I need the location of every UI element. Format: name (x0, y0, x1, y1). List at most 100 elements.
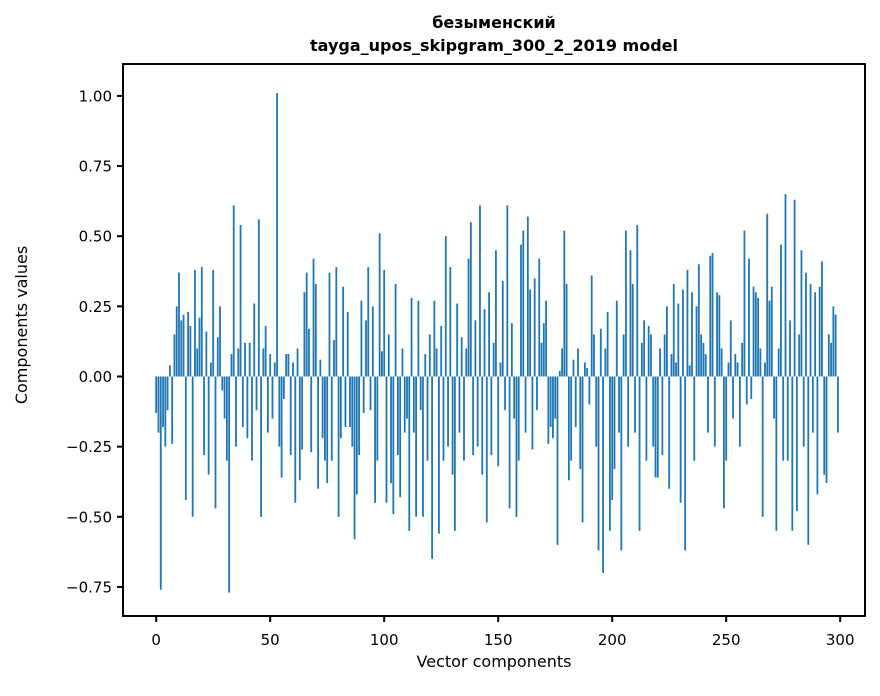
bar (677, 303, 680, 377)
bar (394, 283, 397, 377)
bar (745, 376, 748, 405)
bar (164, 376, 167, 447)
bar (358, 376, 361, 456)
bar (679, 376, 682, 503)
bar (276, 93, 278, 377)
bar (260, 376, 262, 517)
bar (214, 376, 217, 509)
bar (727, 362, 730, 377)
bar (583, 362, 586, 377)
bar (581, 376, 584, 523)
bar (310, 376, 313, 453)
bar (681, 289, 684, 377)
bar (764, 362, 766, 377)
bar (285, 354, 288, 377)
bar (314, 283, 317, 377)
bar (659, 348, 661, 377)
bar (342, 286, 345, 377)
y-axis-ticks: 1.00 0.75 0.50 0.25 0.00 −0.25 −0.50 −0.75 (66, 87, 122, 597)
bar (504, 376, 506, 411)
y-tick-label: 0.00 (79, 368, 112, 386)
bar (729, 320, 732, 377)
bar (825, 376, 828, 484)
bar (750, 376, 753, 399)
bar (317, 376, 319, 489)
bar (602, 376, 604, 573)
bar (244, 342, 247, 377)
bar (180, 320, 183, 377)
bar (492, 342, 495, 377)
bar (620, 376, 623, 551)
bar (798, 334, 801, 377)
bar (588, 376, 591, 405)
bar (757, 297, 760, 377)
bar (346, 311, 349, 377)
bar (485, 376, 488, 523)
bar (832, 306, 835, 377)
bar (631, 283, 634, 377)
bar (586, 368, 589, 377)
bar (654, 376, 657, 478)
bar (456, 303, 459, 377)
bar (670, 354, 673, 377)
bar (246, 376, 249, 439)
bar (321, 376, 324, 439)
bar (458, 376, 461, 433)
bar (390, 376, 392, 484)
bar (791, 376, 794, 531)
bar (230, 354, 233, 377)
bar (225, 376, 228, 461)
bar (490, 376, 493, 456)
bar (506, 205, 509, 377)
bar (577, 348, 579, 377)
bar (337, 376, 340, 517)
bar (232, 205, 235, 377)
bar (301, 376, 304, 450)
bar (385, 376, 388, 503)
bar (545, 300, 547, 377)
bar (175, 306, 178, 377)
bar (672, 283, 675, 377)
bar (818, 286, 821, 377)
bar (510, 323, 513, 377)
bar (223, 376, 226, 419)
bar (786, 376, 789, 461)
bar (702, 342, 705, 377)
bar (570, 376, 573, 461)
bar (565, 283, 568, 377)
bar (709, 255, 712, 377)
bar (469, 222, 472, 377)
bar (540, 342, 543, 377)
bar (239, 224, 242, 377)
bar (216, 337, 219, 377)
bar (609, 376, 611, 531)
bar (278, 376, 281, 447)
bar (205, 331, 208, 377)
bar (834, 314, 837, 377)
bar (476, 376, 479, 447)
bar (652, 376, 655, 447)
bar (219, 306, 221, 377)
y-tick-label: 1.00 (79, 87, 112, 105)
bar (604, 348, 607, 377)
bar (339, 376, 342, 439)
bar (312, 258, 315, 377)
bar (725, 376, 728, 461)
bar (210, 362, 212, 377)
bar (235, 376, 237, 447)
bar (221, 376, 224, 391)
bar (194, 269, 196, 377)
bar (805, 272, 807, 377)
bar (453, 376, 456, 531)
bar (718, 295, 721, 377)
bar (529, 289, 532, 377)
bar (668, 376, 671, 489)
bar (711, 253, 714, 377)
bar (743, 230, 746, 377)
bar (159, 376, 162, 590)
bar (517, 376, 520, 461)
bar (371, 306, 374, 377)
bar (253, 303, 256, 377)
bar (362, 376, 365, 413)
